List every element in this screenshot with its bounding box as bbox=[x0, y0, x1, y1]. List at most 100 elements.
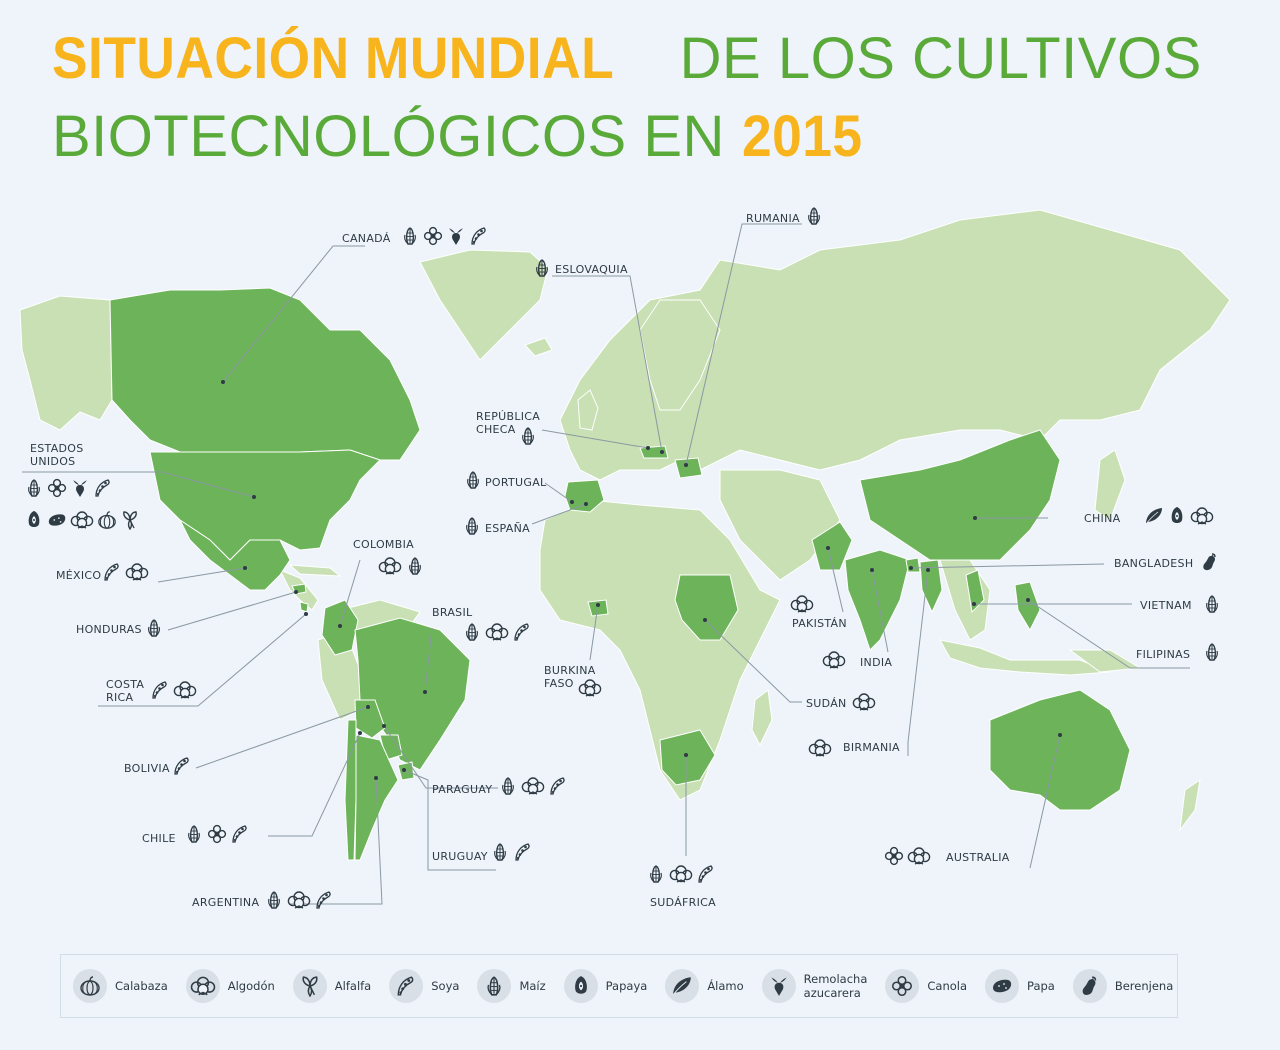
label-bolivia: BOLIVIA bbox=[124, 762, 170, 775]
maize-icon bbox=[483, 975, 505, 997]
legend-label-line: Remolacha bbox=[803, 972, 868, 986]
crops-bangladesh bbox=[1200, 552, 1220, 572]
cotton-icon bbox=[125, 562, 149, 582]
label-costa-rica-1: COSTA bbox=[106, 678, 145, 691]
legend-icon-circle bbox=[761, 969, 796, 1003]
legend-item: Papa bbox=[985, 969, 1055, 1003]
leader-espana bbox=[531, 503, 587, 525]
soy-icon bbox=[230, 824, 250, 844]
legend-item: Algodón bbox=[185, 969, 275, 1003]
maize-icon bbox=[518, 426, 538, 446]
label-india: INDIA bbox=[860, 656, 893, 669]
label-sudan: SUDÁN bbox=[806, 697, 847, 710]
leader-costa-rica bbox=[98, 613, 307, 707]
label-birmania: BIRMANIA bbox=[843, 741, 900, 754]
papaya-icon bbox=[24, 510, 44, 530]
maize-icon bbox=[804, 206, 824, 226]
leader-australia bbox=[1029, 734, 1061, 869]
legend-item: Papaya bbox=[563, 969, 647, 1003]
title-text-cultivos: DE LOS CULTIVOS bbox=[679, 26, 1202, 91]
crops-costa-rica bbox=[150, 680, 197, 700]
legend-icon-circle bbox=[985, 969, 1020, 1003]
alfalfa-icon bbox=[299, 975, 321, 997]
legend-item: Calabaza bbox=[73, 969, 168, 1003]
maize-icon bbox=[490, 842, 510, 862]
legend-icon-circle bbox=[885, 969, 920, 1003]
leader-birmania bbox=[907, 569, 929, 756]
land-bangladesh bbox=[905, 557, 921, 573]
maize-icon bbox=[1202, 594, 1222, 614]
land-canada bbox=[109, 287, 421, 461]
label-burkina-1: BURKINA bbox=[544, 664, 596, 677]
soy-icon bbox=[93, 478, 113, 498]
sugar-beet-icon bbox=[446, 226, 466, 246]
leader-honduras bbox=[167, 591, 297, 631]
page-title: SITUACIÓN MUNDIAL DE LOS CULTIVOS BIOTEC… bbox=[52, 30, 1202, 166]
crops-honduras bbox=[144, 618, 164, 638]
land-indonesia bbox=[939, 639, 1111, 676]
label-bangladesh: BANGLADESH bbox=[1114, 557, 1194, 570]
cotton-icon bbox=[521, 776, 545, 796]
land-philippines bbox=[1014, 581, 1041, 632]
legend-item: Berenjena bbox=[1072, 969, 1173, 1003]
squash-icon bbox=[79, 975, 101, 997]
cotton-icon bbox=[485, 622, 509, 642]
label-rep-checa-1: REPÚBLICA bbox=[476, 410, 541, 423]
label-espana: ESPAÑA bbox=[485, 522, 530, 535]
potato-icon bbox=[991, 975, 1013, 997]
maize-icon bbox=[144, 618, 164, 638]
legend-icon-circle bbox=[292, 969, 327, 1003]
legend-item: Alfalfa bbox=[292, 969, 371, 1003]
legend-label: Papa bbox=[1027, 979, 1055, 993]
legend-label: Soya bbox=[431, 979, 460, 993]
canola-icon bbox=[47, 478, 67, 498]
label-usa-1: ESTADOS bbox=[30, 442, 84, 455]
cotton-icon bbox=[852, 692, 876, 712]
label-usa-2: UNIDOS bbox=[30, 455, 76, 468]
leader-india bbox=[871, 569, 889, 653]
leader-rep-checa bbox=[541, 429, 649, 449]
label-chile: CHILE bbox=[142, 832, 176, 845]
canola-icon bbox=[423, 226, 443, 246]
poplar-icon bbox=[671, 975, 693, 997]
title-line-2: BIOTECNOLÓGICOS EN 2015 bbox=[52, 108, 1202, 166]
papaya-icon bbox=[1167, 506, 1187, 526]
land-chile bbox=[344, 719, 357, 861]
legend-item: Maíz bbox=[477, 969, 546, 1003]
crops-portugal bbox=[463, 470, 483, 490]
canola-icon bbox=[891, 975, 913, 997]
canola-icon bbox=[207, 824, 227, 844]
leader-sudan bbox=[704, 619, 802, 703]
soy-icon bbox=[696, 864, 716, 884]
land-vietnam bbox=[965, 569, 985, 614]
cotton-icon bbox=[378, 556, 402, 576]
legend-icon-circle bbox=[389, 969, 424, 1003]
leader-filipinas bbox=[1027, 599, 1190, 669]
label-sudafrica: SUDÁFRICA bbox=[650, 896, 716, 909]
land-mexico bbox=[178, 518, 291, 591]
crops-sudan bbox=[852, 692, 876, 712]
label-filipinas: FILIPINAS bbox=[1136, 648, 1191, 661]
leader-rumania bbox=[685, 223, 802, 466]
soy-icon bbox=[314, 890, 334, 910]
cotton-icon bbox=[669, 864, 693, 884]
land-scandinavia bbox=[639, 299, 721, 411]
land-china bbox=[859, 429, 1061, 561]
crops-espana bbox=[462, 516, 482, 536]
legend-label: Canola bbox=[927, 979, 968, 993]
crops-uruguay bbox=[490, 842, 533, 862]
crops-chile bbox=[184, 824, 250, 844]
land-iceland bbox=[524, 337, 553, 357]
maize-icon bbox=[463, 470, 483, 490]
label-rep-checa-2: CHECA bbox=[476, 423, 516, 436]
leader-eslovaquia bbox=[552, 275, 663, 453]
label-pakistan: PAKISTÁN bbox=[792, 617, 847, 630]
crops-colombia bbox=[378, 556, 425, 576]
crops-canada bbox=[400, 226, 489, 246]
maize-icon bbox=[24, 478, 44, 498]
cotton-icon bbox=[287, 890, 311, 910]
land-spain-portugal bbox=[564, 479, 605, 513]
potato-icon bbox=[47, 510, 67, 530]
land-greenland bbox=[419, 249, 549, 361]
crops-mexico bbox=[102, 562, 149, 582]
